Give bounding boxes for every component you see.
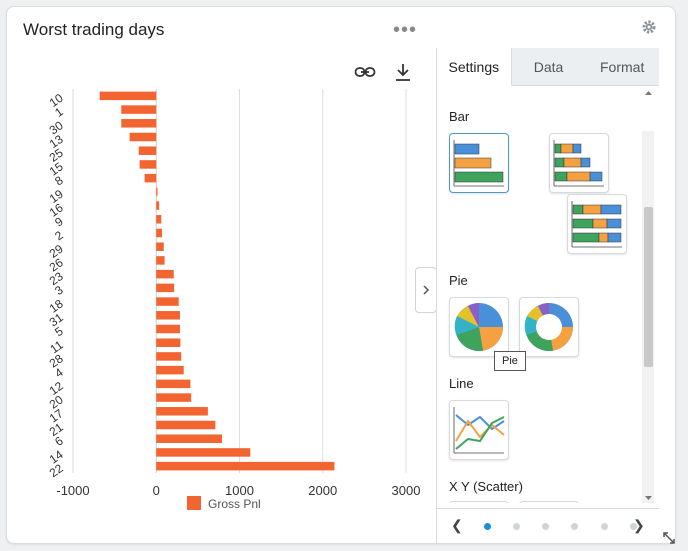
bar[interactable]: [139, 160, 157, 169]
chart-settings-panel: Settings Data Format Bar: [436, 48, 660, 544]
y-tick-label: 22: [47, 461, 66, 480]
x-tick-label: 0: [153, 483, 160, 498]
pager-dot[interactable]: [571, 523, 578, 530]
bar[interactable]: [156, 215, 162, 224]
chart-type-bar-percent-stacked[interactable]: [567, 194, 627, 254]
tab-data[interactable]: Data: [511, 48, 586, 86]
panel-scrollbar-thumb[interactable]: [644, 207, 653, 367]
chart-widget-card: Worst trading days ••• -1000 0 1000 2000 300…: [6, 6, 676, 544]
x-tick-label: -1000: [56, 483, 89, 498]
panel-pager: ❮ ❯: [437, 508, 659, 544]
chart-type-scatter[interactable]: [449, 501, 509, 503]
bar[interactable]: [156, 324, 180, 334]
gear-icon[interactable]: [641, 19, 657, 35]
bar[interactable]: [156, 283, 175, 293]
section-label-bar: Bar: [449, 109, 470, 124]
chevron-right-icon: [423, 285, 430, 295]
bar[interactable]: [156, 434, 223, 443]
pager-dot[interactable]: [601, 523, 608, 530]
chart-type-line[interactable]: [449, 400, 509, 460]
pager-dot[interactable]: [630, 523, 637, 530]
bar[interactable]: [156, 242, 164, 251]
y-tick-label: 3: [52, 283, 66, 298]
y-tick-label: 5: [52, 324, 66, 339]
bar[interactable]: [156, 228, 163, 238]
tab-format[interactable]: Format: [585, 48, 660, 86]
bar[interactable]: [156, 187, 158, 197]
chevron-right-icon[interactable]: ❯: [633, 517, 645, 533]
widget-title: Worst trading days: [23, 20, 165, 39]
download-icon[interactable]: [395, 62, 411, 82]
bar[interactable]: [156, 448, 251, 457]
bar[interactable]: [138, 146, 157, 155]
bar[interactable]: [156, 461, 335, 471]
pager-dot[interactable]: [542, 523, 549, 530]
bar[interactable]: [121, 105, 157, 114]
chevron-left-icon[interactable]: ❮: [451, 517, 463, 533]
bar[interactable]: [156, 352, 182, 361]
scroll-up-icon[interactable]: [644, 89, 653, 98]
pager-dot[interactable]: [513, 523, 520, 530]
x-tick-label: 1000: [225, 483, 254, 498]
y-tick-label: 8: [52, 173, 66, 188]
bar[interactable]: [156, 201, 160, 210]
bar[interactable]: [156, 311, 180, 320]
section-label-pie: Pie: [449, 273, 468, 288]
bar[interactable]: [99, 91, 157, 101]
link-icon[interactable]: [354, 64, 376, 80]
chart-type-donut[interactable]: [519, 297, 579, 357]
x-tick-label: 2000: [308, 483, 337, 498]
y-tick-label: 2: [52, 228, 66, 243]
pager-dot[interactable]: [484, 523, 491, 530]
bar[interactable]: [156, 297, 179, 306]
bar[interactable]: [156, 256, 165, 265]
chart-type-bar-stacked[interactable]: [549, 133, 609, 193]
bar[interactable]: [156, 420, 216, 430]
chart-type-list: Bar: [437, 87, 659, 503]
legend-swatch: [187, 496, 201, 510]
y-tick-label: 1: [52, 104, 66, 119]
legend-label: Gross Pnl: [208, 497, 261, 511]
bar[interactable]: [156, 269, 174, 279]
bar[interactable]: [129, 132, 157, 142]
bar[interactable]: [121, 119, 157, 128]
tooltip: Pie: [494, 351, 526, 371]
y-tick-label: 4: [52, 365, 66, 380]
chart-type-scatter-line[interactable]: [519, 501, 579, 503]
section-label-scatter: X Y (Scatter): [449, 479, 523, 494]
x-tick-label: 3000: [392, 483, 421, 498]
collapse-panel-button[interactable]: [415, 267, 437, 313]
tab-settings[interactable]: Settings: [437, 48, 512, 86]
bar-chart: -1000 0 1000 2000 30001013013251581916922926…: [47, 89, 421, 511]
bar[interactable]: [156, 338, 181, 347]
chart-type-pie[interactable]: [449, 297, 509, 357]
y-tick-label: 6: [52, 434, 66, 449]
bar[interactable]: [156, 365, 184, 375]
bar[interactable]: [144, 173, 157, 183]
y-tick-label: 9: [52, 214, 66, 229]
bar[interactable]: [156, 393, 192, 402]
section-label-line: Line: [449, 376, 474, 391]
panel-tabs: Settings Data Format: [437, 48, 660, 86]
resize-handle-icon[interactable]: [662, 531, 676, 545]
scroll-down-icon[interactable]: [644, 493, 653, 502]
bar[interactable]: [156, 379, 191, 389]
chart-type-bar-clustered[interactable]: [449, 133, 509, 193]
bar[interactable]: [156, 407, 208, 416]
more-horizontal-icon[interactable]: •••: [393, 19, 418, 41]
